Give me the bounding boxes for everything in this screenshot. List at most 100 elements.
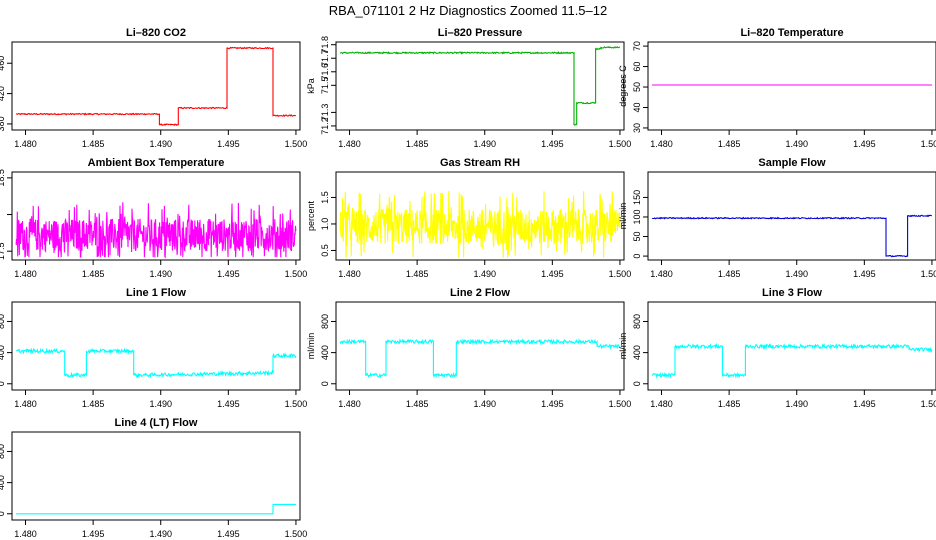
- x-tick-label: 1.495: [217, 399, 240, 409]
- chart-title: Li–820 CO2: [126, 27, 186, 39]
- plot-frame: [11, 171, 301, 261]
- x-tick-label: 1.490: [149, 269, 172, 279]
- y-tick-label: 1.0: [320, 218, 330, 231]
- chart-panel-4: Ambient Box Temperature 1.480 1.485 1.490 1.…: [0, 157, 307, 279]
- y-tick-label: 71.5: [320, 77, 330, 95]
- chart-panel-10: Line 4 (LT) Flow 1.480 1.495 1.490 1.495 1.50…: [0, 417, 307, 539]
- x-tick-label: 1.495: [853, 269, 876, 279]
- chart-panel-7: Line 1 Flow 1.480 1.485 1.490 1.495 1.500 0 400…: [0, 287, 307, 409]
- chart-title: Line 1 Flow: [126, 287, 186, 299]
- x-tick-label: 1.495: [853, 139, 876, 149]
- chart-title: Li–820 Temperature: [740, 27, 843, 39]
- chart-panel-8: Line 2 Flow 1.480 1.485 1.490 1.495 1.500 0 400…: [306, 287, 631, 409]
- plot-frame: [647, 301, 936, 391]
- x-tick-label: 1.485: [718, 269, 741, 279]
- x-tick-label: 1.480: [14, 399, 37, 409]
- y-axis-label: ml/min: [618, 333, 628, 360]
- plot-frame: [647, 41, 936, 131]
- y-tick-label: 71.7: [320, 49, 330, 67]
- chart-panel-5: Gas Stream RH 1.480 1.485 1.490 1.495 1.500 0.…: [306, 157, 631, 279]
- y-tick-label: 0.5: [320, 244, 330, 257]
- chart-title: Line 4 (LT) Flow: [115, 417, 198, 429]
- x-tick-label: 1.495: [82, 529, 105, 539]
- y-tick-label: 60: [632, 62, 642, 72]
- x-tick-label: 1.480: [14, 139, 37, 149]
- y-tick-label: 0: [632, 381, 642, 386]
- x-tick-label: 1.480: [650, 399, 673, 409]
- x-tick-label: 1.500: [921, 269, 936, 279]
- y-tick-label: 18.5: [0, 169, 6, 187]
- x-tick-label: 1.480: [650, 269, 673, 279]
- x-tick-label: 1.480: [14, 269, 37, 279]
- plot-frame: [647, 171, 936, 261]
- series-line-1: [339, 190, 621, 258]
- plot-frame: [335, 171, 625, 261]
- series-line-1: [339, 338, 621, 379]
- y-tick-label: 380: [0, 116, 6, 131]
- x-tick-label: 1.495: [217, 529, 240, 539]
- plot-frame: [11, 41, 301, 131]
- y-tick-label: 800: [632, 314, 642, 329]
- y-tick-label: 0: [0, 511, 6, 516]
- x-tick-label: 1.490: [473, 399, 496, 409]
- y-tick-label: 50: [632, 232, 642, 242]
- chart-title: Li–820 Pressure: [438, 27, 522, 39]
- x-tick-label: 1.490: [149, 529, 172, 539]
- y-tick-label: 50: [632, 82, 642, 92]
- chart-title: Line 2 Flow: [450, 287, 510, 299]
- x-tick-label: 1.495: [217, 269, 240, 279]
- series-line-1: [16, 503, 296, 515]
- chart-panel-1: Li–820 CO2 1.480 1.485 1.490 1.495 1.500 380 42…: [0, 27, 307, 149]
- y-tick-label: 800: [0, 314, 6, 329]
- x-tick-label: 1.485: [406, 139, 429, 149]
- x-tick-label: 1.490: [785, 269, 808, 279]
- chart-panel-2: Li–820 Pressure 1.480 1.485 1.490 1.495 1.500…: [306, 27, 631, 149]
- y-tick-label: 400: [0, 345, 6, 360]
- chart-title: Ambient Box Temperature: [88, 157, 225, 169]
- x-tick-label: 1.490: [149, 139, 172, 149]
- plot-frame: [335, 41, 625, 131]
- x-tick-label: 1.495: [541, 139, 564, 149]
- y-axis-label: percent: [306, 200, 316, 231]
- chart-title: Sample Flow: [758, 157, 826, 169]
- series-line-1: [15, 46, 296, 127]
- x-tick-label: 1.500: [285, 399, 308, 409]
- x-tick-label: 1.495: [541, 399, 564, 409]
- series-line-1: [652, 342, 933, 380]
- series-line-1: [340, 45, 621, 126]
- y-tick-label: 40: [632, 102, 642, 112]
- y-tick-label: 400: [320, 345, 330, 360]
- x-tick-label: 1.500: [609, 269, 632, 279]
- x-tick-label: 1.480: [650, 139, 673, 149]
- x-tick-label: 1.500: [609, 399, 632, 409]
- y-tick-label: 1.5: [320, 191, 330, 204]
- y-axis-label: ml/min: [618, 203, 628, 230]
- x-tick-label: 1.480: [338, 399, 361, 409]
- y-tick-label: 0: [320, 381, 330, 386]
- series-line-1: [15, 347, 297, 379]
- series-line-1: [651, 214, 933, 258]
- x-tick-label: 1.485: [718, 139, 741, 149]
- y-tick-label: 71.6: [320, 63, 330, 81]
- y-tick-label: 17.5: [0, 242, 6, 260]
- y-tick-label: 30: [632, 123, 642, 133]
- y-tick-label: 0: [0, 381, 6, 386]
- chart-panel-6: Sample Flow 1.480 1.485 1.490 1.495 1.500 0 50 1…: [618, 157, 936, 279]
- chart-panel-3: Li–820 Temperature 1.480 1.485 1.490 1.495 1.…: [618, 27, 936, 149]
- x-tick-label: 1.500: [285, 529, 308, 539]
- y-tick-label: 0: [632, 254, 642, 259]
- chart-panel-9: Line 3 Flow 1.480 1.485 1.490 1.495 1.500 0 400…: [618, 287, 936, 409]
- x-tick-label: 1.485: [82, 139, 105, 149]
- x-tick-label: 1.485: [82, 269, 105, 279]
- y-tick-label: 70: [632, 41, 642, 51]
- x-tick-label: 1.485: [718, 399, 741, 409]
- x-tick-label: 1.495: [853, 399, 876, 409]
- x-tick-label: 1.490: [473, 269, 496, 279]
- y-tick-label: 71.3: [320, 104, 330, 122]
- x-tick-label: 1.500: [921, 139, 936, 149]
- plot-frame: [11, 301, 301, 391]
- x-tick-label: 1.490: [785, 139, 808, 149]
- x-tick-label: 1.485: [406, 399, 429, 409]
